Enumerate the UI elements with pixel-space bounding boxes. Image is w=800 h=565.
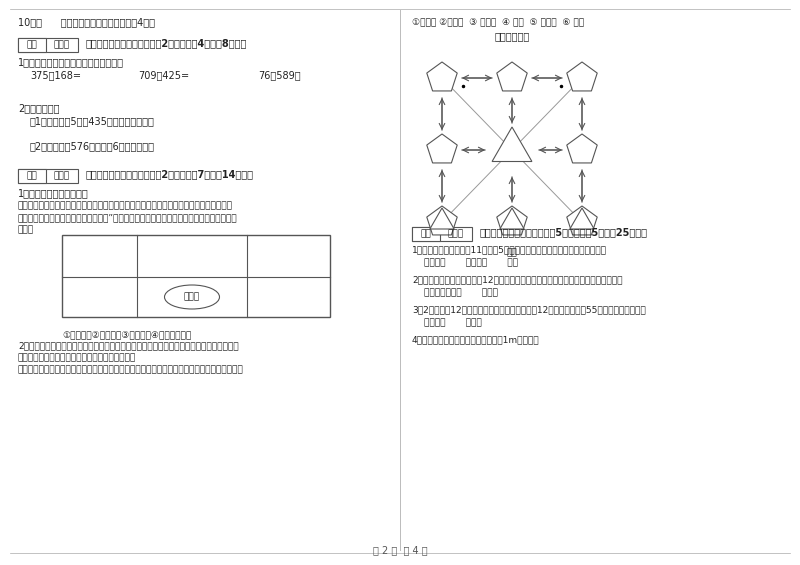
Text: 评卷人: 评卷人 [54, 40, 70, 49]
Polygon shape [426, 206, 458, 235]
Polygon shape [430, 208, 454, 229]
Text: 10．（      ）正方形的周长是它的边长的4倍。: 10．（ ）正方形的周长是它的边长的4倍。 [18, 17, 155, 27]
Text: 709－425=: 709－425= [138, 70, 189, 80]
Text: 入口: 入口 [506, 248, 518, 257]
Text: 第 2 页  共 4 页: 第 2 页 共 4 页 [373, 545, 427, 555]
Text: 置上。: 置上。 [18, 225, 34, 234]
Ellipse shape [165, 285, 219, 309]
Polygon shape [497, 62, 527, 91]
Text: 得分: 得分 [26, 40, 38, 49]
Text: 动物园导游图: 动物园导游图 [494, 31, 530, 41]
Text: 1．仔细观察，认真填空。: 1．仔细观察，认真填空。 [18, 188, 89, 198]
Text: 4、在一块长方形的花坛四周，铺上剃1m的小路。: 4、在一块长方形的花坛四周，铺上剃1m的小路。 [412, 335, 540, 344]
Text: 2、走进动物园大门，正北面是狮子山和熊猫馆，狮子山的东测是飞禽馆，西侧是熊园，大象: 2、走进动物园大门，正北面是狮子山和熊猫馆，狮子山的东测是飞禽馆，西侧是熊园，大… [18, 341, 238, 350]
Polygon shape [492, 127, 532, 162]
Polygon shape [426, 134, 458, 163]
Text: 答：可插       瓶，还剩       枝。: 答：可插 瓶，还剩 枝。 [424, 258, 518, 267]
Text: 评卷人: 评卷人 [54, 171, 70, 180]
Polygon shape [566, 206, 598, 235]
Bar [18, 38, 78, 52]
Text: 六、活用知识，解决问题（割5小题，每题5分，共25分）。: 六、活用知识，解决问题（割5小题，每题5分，共25分）。 [480, 227, 648, 237]
Text: 假山石: 假山石 [184, 292, 200, 301]
Text: 得分: 得分 [421, 229, 431, 238]
Bar [62, 235, 330, 317]
Text: 评卷人: 评卷人 [448, 229, 464, 238]
Polygon shape [426, 62, 458, 91]
Text: 得分: 得分 [26, 171, 38, 180]
Bar [412, 227, 440, 241]
Polygon shape [570, 208, 594, 229]
Text: （1）一个数的5倍是435，这个数是多少？: （1）一个数的5倍是435，这个数是多少？ [30, 116, 155, 126]
Bar [18, 169, 78, 183]
Text: ①狮山　 ②熊猫馆  ③ 飞禽馆  ④ 熊园  ⑤ 大象馆  ⑥ 鱼馆: ①狮山 ②熊猫馆 ③ 飞禽馆 ④ 熊园 ⑤ 大象馆 ⑥ 鱼馆 [412, 17, 584, 26]
Text: 1．竖式计算，要求验算的请写出验算。: 1．竖式计算，要求验算的请写出验算。 [18, 57, 124, 67]
Text: 1、组划买来一束花，有11枝，每5枝插入一个花瓶里，可插几瓶？还剩几枝？: 1、组划买来一束花，有11枝，每5枝插入一个花瓶里，可插几瓶？还剩几枝？ [412, 245, 607, 254]
Polygon shape [566, 62, 598, 91]
Bar [18, 38, 46, 52]
Text: （2）被除数是576，除数是6，商是多少？: （2）被除数是576，除数是6，商是多少？ [30, 141, 155, 151]
Text: 答：这根铁丝长       厘米。: 答：这根铁丝长 厘米。 [424, 288, 498, 297]
Text: 答：一共       元錢。: 答：一共 元錢。 [424, 318, 482, 327]
Text: ①童装区　②男装区　③女装区　④中老年服装区: ①童装区 ②男装区 ③女装区 ④中老年服装区 [62, 330, 191, 339]
Polygon shape [500, 208, 524, 229]
Text: 3、2位老师儘12位学生去游乐园玩，成人票每團12元，学生票每團55元，一共要多少錢？: 3、2位老师儘12位学生去游乐园玩，成人票每團12元，学生票每團55元，一共要多… [412, 305, 646, 314]
Bar [18, 169, 46, 183]
Text: 2、用一根铁丝做一个边长为12厘米的正方形框架，正好用完，这根铁丝长多少厘米？: 2、用一根铁丝做一个边长为12厘米的正方形框架，正好用完，这根铁丝长多少厘米？ [412, 275, 622, 284]
Text: 76＋589＝: 76＋589＝ [258, 70, 301, 80]
Text: 边是男装区，男装区的南边是女装区。”，根据以上的描述请你把服装城的序号标在适当的位: 边是男装区，男装区的南边是女装区。”，根据以上的描述请你把服装城的序号标在适当的… [18, 213, 238, 222]
Text: 五、认真思考，综合能力（割2小题，每题7分，共14分）。: 五、认真思考，综合能力（割2小题，每题7分，共14分）。 [86, 169, 254, 179]
Text: 四、看清题目，细心计算（割2小题，每题4分，共8分）。: 四、看清题目，细心计算（割2小题，每题4分，共8分）。 [86, 38, 247, 48]
Polygon shape [566, 134, 598, 163]
Text: 根据小强的描述，请你把这些动物场馆所在的位置，在动物园的导游图上用序号表示出来。: 根据小强的描述，请你把这些动物场馆所在的位置，在动物园的导游图上用序号表示出来。 [18, 365, 244, 374]
Text: 馆和鱼馆的场馆分别在动物园的东北角和西北角。: 馆和鱼馆的场馆分别在动物园的东北角和西北角。 [18, 353, 136, 362]
Text: 2．列式计算。: 2．列式计算。 [18, 103, 59, 113]
Polygon shape [497, 206, 527, 235]
Text: 走进服装城大门，正北面是假山石和童装区，假山的东面是中老年服装区，假山的西北: 走进服装城大门，正北面是假山石和童装区，假山的东面是中老年服装区，假山的西北 [18, 201, 233, 210]
Bar [412, 227, 472, 241]
Text: 375＋168=: 375＋168= [30, 70, 81, 80]
